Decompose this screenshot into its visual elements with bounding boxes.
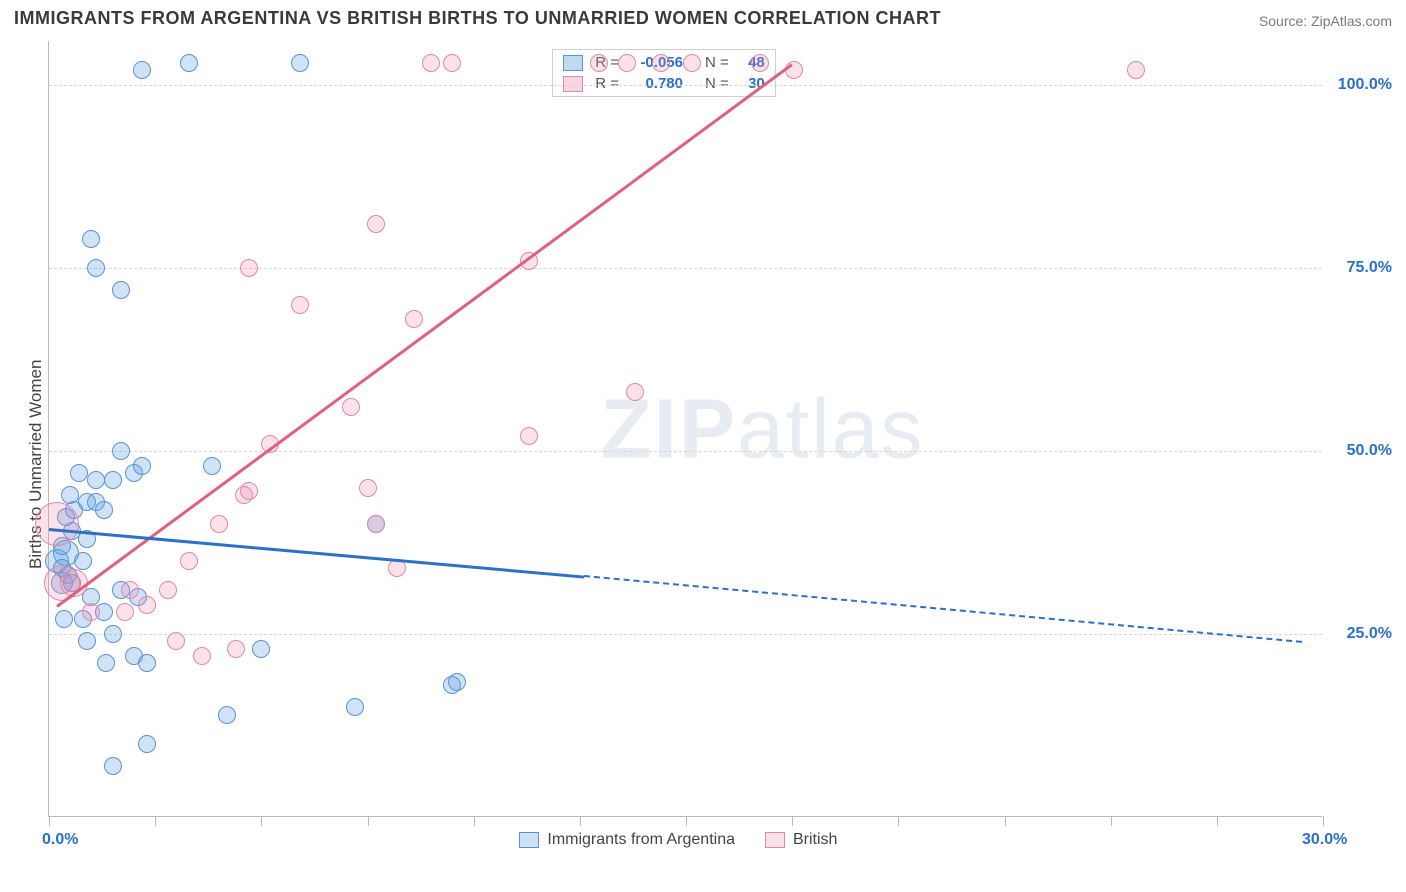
british-marker: [167, 632, 185, 650]
british-marker: [121, 581, 139, 599]
argentina-marker: [70, 464, 88, 482]
british-marker: [367, 515, 385, 533]
british-marker: [342, 398, 360, 416]
argentina-marker: [74, 552, 92, 570]
british-marker: [422, 54, 440, 72]
x-tick: [686, 816, 687, 826]
x-tick: [1323, 816, 1324, 826]
british-marker: [751, 54, 769, 72]
argentina-marker: [78, 632, 96, 650]
argentina-marker: [55, 610, 73, 628]
legend-swatch-argentina: [519, 832, 539, 848]
x-tick: [1005, 816, 1006, 826]
british-marker: [210, 515, 228, 533]
british-marker: [240, 259, 258, 277]
legend-label-british: British: [793, 831, 837, 849]
watermark: ZIPatlas: [600, 381, 924, 478]
british-marker: [159, 581, 177, 599]
stats-n-label: N =: [705, 75, 729, 92]
stats-swatch: [563, 55, 583, 71]
british-marker: [1127, 61, 1145, 79]
argentina-marker: [87, 259, 105, 277]
regression-line: [57, 63, 793, 607]
argentina-marker: [112, 442, 130, 460]
x-tick: [368, 816, 369, 826]
argentina-marker: [61, 486, 79, 504]
y-tick-label: 25.0%: [1347, 625, 1392, 643]
gridline: [49, 85, 1322, 86]
x-tick: [580, 816, 581, 826]
argentina-marker: [203, 457, 221, 475]
y-tick-label: 100.0%: [1338, 76, 1392, 94]
x-tick: [49, 816, 50, 826]
legend-label-argentina: Immigrants from Argentina: [547, 831, 735, 849]
gridline: [49, 634, 1322, 635]
british-marker: [405, 310, 423, 328]
source-label: Source: ZipAtlas.com: [1259, 13, 1392, 29]
british-marker: [590, 54, 608, 72]
argentina-marker: [138, 654, 156, 672]
british-marker: [227, 640, 245, 658]
x-tick: [1217, 816, 1218, 826]
argentina-marker: [252, 640, 270, 658]
x-label-right: 30.0%: [1302, 831, 1347, 849]
argentina-marker: [95, 501, 113, 519]
british-marker: [116, 603, 134, 621]
x-tick: [898, 816, 899, 826]
british-marker: [291, 296, 309, 314]
y-tick-label: 50.0%: [1347, 442, 1392, 460]
stats-n-label: N =: [705, 54, 729, 71]
stats-swatch: [563, 76, 583, 92]
british-marker: [359, 479, 377, 497]
british-marker: [618, 54, 636, 72]
watermark-zip: ZIP: [600, 382, 737, 476]
legend-swatch-british: [765, 832, 785, 848]
argentina-marker: [448, 673, 466, 691]
x-tick: [155, 816, 156, 826]
x-axis-legend: Immigrants from Argentina British: [519, 831, 837, 849]
x-tick: [474, 816, 475, 826]
plot-area: ZIPatlas R =-0.056N =48R =0.780N =30 25.…: [48, 41, 1322, 817]
british-marker: [443, 54, 461, 72]
argentina-marker: [180, 54, 198, 72]
argentina-marker: [104, 625, 122, 643]
british-marker: [626, 383, 644, 401]
british-marker: [180, 552, 198, 570]
argentina-marker: [104, 471, 122, 489]
argentina-marker: [218, 706, 236, 724]
y-tick-label: 75.0%: [1347, 259, 1392, 277]
gridline: [49, 451, 1322, 452]
british-marker: [138, 596, 156, 614]
argentina-marker: [291, 54, 309, 72]
argentina-marker: [133, 61, 151, 79]
argentina-marker: [97, 654, 115, 672]
argentina-marker: [87, 471, 105, 489]
x-tick: [792, 816, 793, 826]
argentina-marker: [112, 281, 130, 299]
watermark-atlas: atlas: [737, 382, 924, 476]
british-marker: [367, 215, 385, 233]
british-marker: [520, 427, 538, 445]
british-marker: [193, 647, 211, 665]
stats-r-value: 0.780: [627, 75, 683, 92]
chart-title: IMMIGRANTS FROM ARGENTINA VS BRITISH BIR…: [14, 8, 941, 29]
legend-item-argentina: Immigrants from Argentina: [519, 831, 735, 849]
x-tick: [261, 816, 262, 826]
x-label-left: 0.0%: [42, 831, 78, 849]
argentina-marker: [346, 698, 364, 716]
stats-row: R =0.780N =30: [553, 73, 775, 94]
argentina-marker: [133, 457, 151, 475]
stats-r-label: R =: [595, 75, 619, 92]
argentina-marker: [138, 735, 156, 753]
british-marker: [82, 603, 100, 621]
legend-item-british: British: [765, 831, 837, 849]
british-marker: [35, 502, 79, 546]
british-marker: [240, 482, 258, 500]
argentina-marker: [82, 230, 100, 248]
chart-container: Births to Unmarried Women ZIPatlas R =-0…: [0, 31, 1406, 875]
british-marker: [652, 54, 670, 72]
x-tick: [1111, 816, 1112, 826]
argentina-marker: [104, 757, 122, 775]
british-marker: [683, 54, 701, 72]
